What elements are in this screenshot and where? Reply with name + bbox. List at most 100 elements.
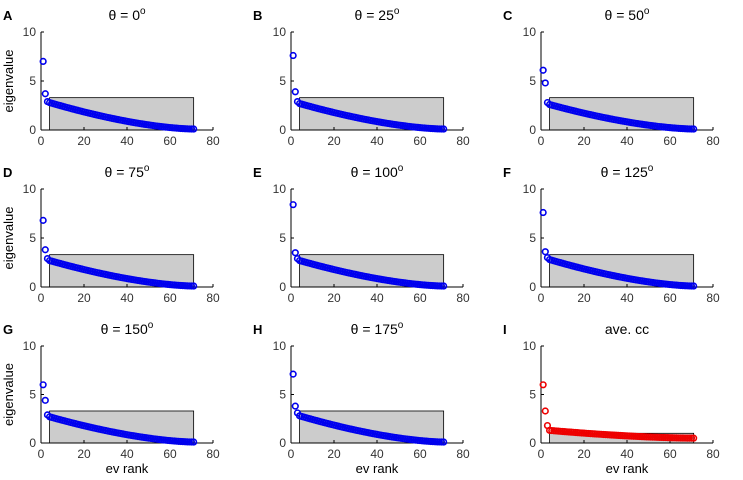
eigenvalue-point (289, 51, 297, 60)
eigenvalue-point (39, 381, 47, 389)
title-symbol: θ = (355, 7, 379, 23)
eigenvalue-point (690, 434, 698, 442)
eigenvalue-point (291, 88, 299, 96)
y-tick-label: 0 (279, 280, 286, 294)
x-tick-label: 60 (163, 447, 177, 461)
panel-letter: A (3, 8, 13, 23)
panel-title: θ = 50o (605, 6, 650, 23)
x-tick-label: 20 (77, 291, 91, 305)
title-degree: o (144, 163, 150, 174)
panel-letter: B (253, 8, 262, 23)
y-tick-label: 5 (279, 388, 286, 402)
panel-letter: H (253, 322, 262, 337)
x-tick-label: 0 (38, 134, 45, 148)
panel-title: θ = 150o (101, 320, 154, 337)
eigenvalue-point (190, 282, 198, 290)
x-tick-label: 20 (77, 134, 91, 148)
y-tick-label: 10 (23, 182, 37, 196)
y-tick-label: 0 (279, 436, 286, 450)
y-tick-label: 0 (279, 123, 286, 137)
title-degree: o (140, 6, 146, 17)
title-value: 150 (124, 321, 148, 337)
eigenvalue-point (541, 79, 549, 87)
eigenvalue-point (39, 57, 47, 66)
panel-letter: C (503, 8, 513, 23)
y-tick-label: 10 (273, 339, 287, 353)
y-tick-label: 10 (523, 182, 537, 196)
x-tick-label: 0 (538, 291, 545, 305)
eigenvalue-point (440, 125, 448, 133)
eigenvalue-point (41, 246, 49, 254)
x-tick-label: 80 (206, 291, 220, 305)
eigenvalue-point (690, 125, 698, 133)
x-tick-label: 40 (370, 134, 384, 148)
title-degree: o (148, 320, 154, 331)
x-tick-label: 20 (577, 291, 591, 305)
y-axis-label: eigenvalue (1, 207, 16, 270)
x-tick-label: 0 (288, 447, 295, 461)
panel-title: θ = 125o (601, 163, 654, 180)
x-tick-label: 80 (456, 291, 470, 305)
panel-letter: D (3, 165, 12, 180)
y-axis-label: eigenvalue (1, 363, 16, 426)
x-tick-label: 60 (413, 134, 427, 148)
eigenvalue-point (291, 249, 299, 257)
x-tick-label: 20 (327, 291, 341, 305)
x-tick-label: 20 (327, 134, 341, 148)
eigenvalue-point (440, 282, 448, 290)
eigenvalue-point (41, 396, 49, 404)
x-tick-label: 0 (288, 291, 295, 305)
eigenvalue-point (690, 282, 698, 290)
eigenvalue-point (541, 407, 549, 415)
x-tick-label: 40 (620, 447, 634, 461)
x-tick-label: 40 (620, 291, 634, 305)
panel-letter: I (503, 322, 507, 337)
eigenvalue-point (291, 402, 299, 410)
x-tick-label: 40 (370, 447, 384, 461)
panel-letter: E (253, 165, 262, 180)
x-tick-label: 60 (663, 291, 677, 305)
title-symbol: θ = (601, 164, 625, 180)
y-tick-label: 10 (23, 339, 37, 353)
x-tick-label: 40 (120, 291, 134, 305)
y-tick-label: 5 (279, 74, 286, 88)
y-tick-label: 5 (29, 231, 36, 245)
y-axis-label: eigenvalue (1, 50, 16, 113)
x-tick-label: 20 (577, 447, 591, 461)
x-tick-label: 40 (120, 134, 134, 148)
x-tick-label: 60 (663, 447, 677, 461)
x-tick-label: 60 (663, 134, 677, 148)
eigenvalue-point (190, 125, 198, 133)
title-value: 25 (378, 7, 394, 23)
y-tick-label: 0 (29, 436, 36, 450)
eigenvalue-point (539, 381, 547, 389)
title-symbol: θ = (351, 164, 375, 180)
panel-letter: G (3, 322, 13, 337)
title-symbol: θ = (605, 7, 629, 23)
panel-c: 0 20 40 60 80 0 5 10 C θ = 50o (503, 6, 720, 148)
eigenvalue-point (289, 201, 297, 209)
panel-f: 0 20 40 60 80 0 5 10 F θ = 125o (503, 163, 720, 305)
y-tick-label: 10 (23, 25, 37, 39)
eigenvalue-point (440, 438, 448, 446)
x-axis-label: ev rank (356, 461, 399, 476)
title-value: 50 (628, 7, 644, 23)
y-tick-label: 5 (29, 388, 36, 402)
eigenvalue-point (541, 248, 549, 256)
panel-title: θ = 100o (351, 163, 404, 180)
x-tick-label: 40 (370, 291, 384, 305)
panel-h: 0 20 40 60 80 0 5 10 H θ = 175o ev rank (253, 320, 470, 476)
title-symbol: θ = (105, 164, 129, 180)
x-axis-label: ev rank (606, 461, 649, 476)
y-tick-label: 5 (529, 74, 536, 88)
title-value: 75 (128, 164, 144, 180)
title-symbol: θ = (351, 321, 375, 337)
title-degree: o (644, 6, 650, 17)
x-tick-label: 80 (706, 447, 720, 461)
x-tick-label: 60 (413, 291, 427, 305)
x-tick-label: 80 (456, 134, 470, 148)
title-symbol: θ = (108, 7, 132, 23)
x-tick-label: 0 (38, 447, 45, 461)
